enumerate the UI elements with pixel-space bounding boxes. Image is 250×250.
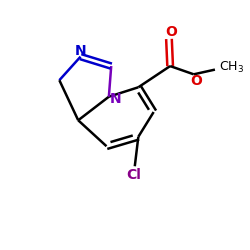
Text: O: O <box>190 74 202 88</box>
Text: N: N <box>110 92 122 106</box>
Text: O: O <box>166 25 177 39</box>
Text: CH$_3$: CH$_3$ <box>219 60 244 75</box>
Text: Cl: Cl <box>126 168 141 181</box>
Text: N: N <box>75 44 86 58</box>
